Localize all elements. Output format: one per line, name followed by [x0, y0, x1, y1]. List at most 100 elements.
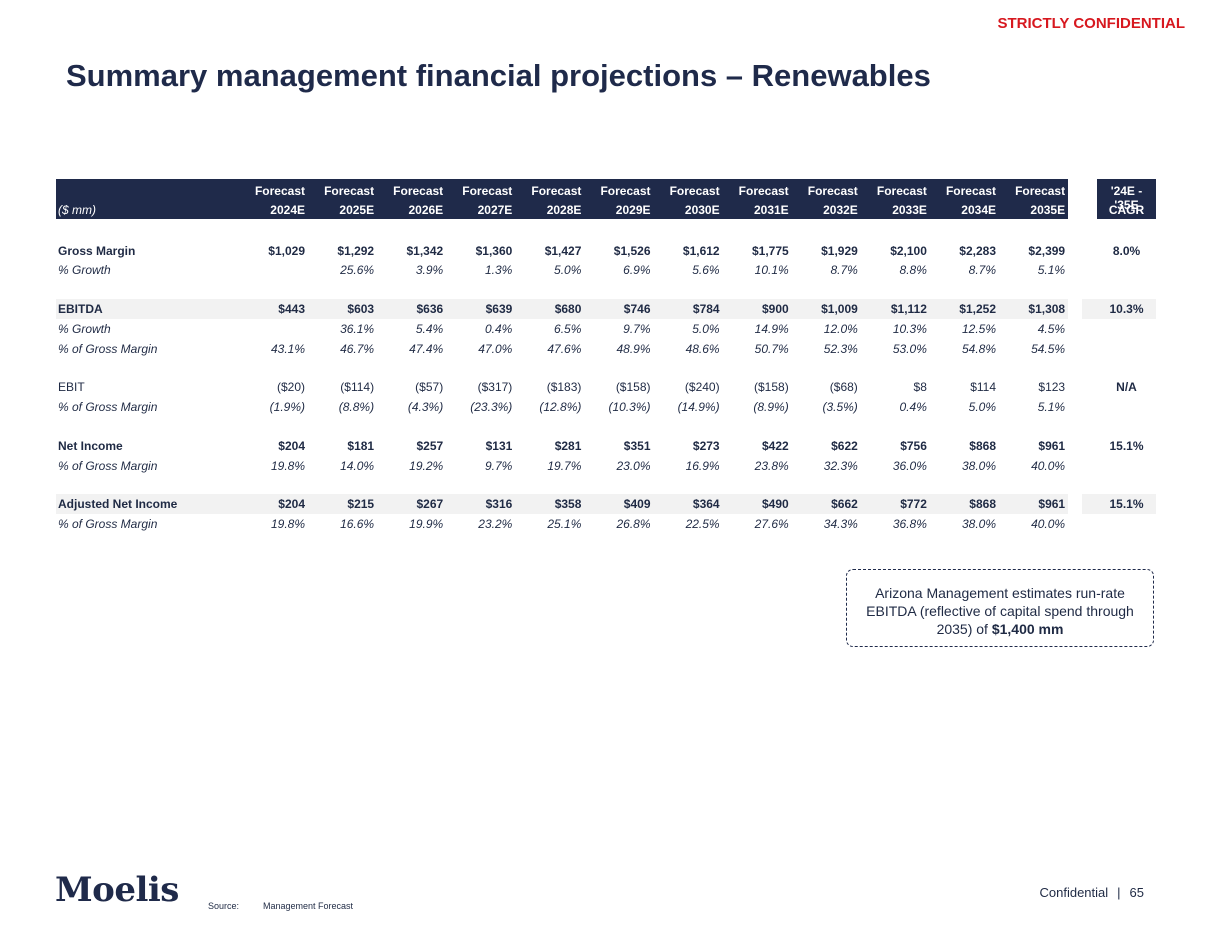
table-cell: 19.8%	[270, 459, 305, 473]
table-cell: $1,360	[475, 244, 513, 258]
row-label: Net Income	[58, 439, 123, 453]
column-header-forecast: Forecast	[738, 184, 789, 198]
table-row: % of Gross Margin 43.1% 46.7% 47.4% 47.0% 47.…	[56, 339, 1156, 359]
footer-separator: |	[1117, 885, 1121, 900]
source-label: Source:	[208, 901, 240, 911]
table-row: % of Gross Margin (1.9%) (8.8%) (4.3%) (23.3…	[56, 397, 1156, 417]
column-header-year: 2028E	[546, 203, 582, 217]
table-cell: $1,342	[406, 244, 444, 258]
row-label: % of Gross Margin	[58, 342, 158, 356]
table-cell: $1,112	[890, 302, 927, 316]
row-label: % of Gross Margin	[58, 459, 158, 473]
column-header-forecast: Forecast	[1015, 184, 1066, 198]
source-text: Management Forecast	[263, 901, 354, 911]
table-cell: ($317)	[477, 380, 513, 394]
table-cell: $900	[761, 302, 789, 316]
table-cell: ($183)	[546, 380, 582, 394]
table-cell: $784	[692, 302, 720, 316]
table-row: EBITDA $443 $603 $636 $639 $680 $746 $784 $900 $1…	[56, 299, 1156, 319]
table-cell: (23.3%)	[470, 400, 513, 414]
table-cell: (14.9%)	[677, 400, 720, 414]
column-header-year: 2030E	[684, 203, 720, 217]
table-cell: $1,252	[959, 302, 996, 316]
table-cell: (3.5%)	[822, 400, 858, 414]
table-cell: $114	[970, 380, 996, 394]
column-header-year: 2024E	[270, 203, 305, 217]
column-header-forecast: Forecast	[254, 184, 305, 198]
table-cell: 38.0%	[961, 517, 996, 531]
page-number: 65	[1129, 885, 1144, 900]
table-cell: 5.0%	[554, 263, 582, 277]
table-cell: 8.7%	[830, 263, 858, 277]
table-cell: 32.3%	[823, 459, 858, 473]
column-header-forecast: Forecast	[669, 184, 720, 198]
column-header-year: 2035E	[1030, 203, 1066, 217]
column-header-forecast: Forecast	[807, 184, 858, 198]
row-label: EBITDA	[58, 302, 103, 316]
column-header-year: 2029E	[615, 203, 651, 217]
table-cell: 40.0%	[1031, 459, 1066, 473]
column-header-year: 2025E	[339, 203, 375, 217]
table-cell: 50.7%	[754, 342, 789, 356]
table-cell: 34.3%	[823, 517, 858, 531]
table-cell: 54.5%	[1031, 342, 1066, 356]
column-header-forecast: Forecast	[945, 184, 996, 198]
table-row: EBIT ($20) ($114) ($57) ($317) ($183) ($158) ($…	[56, 377, 1156, 397]
table-cell: 36.1%	[340, 322, 375, 336]
table-row: Adjusted Net Income $204 $215 $267 $316 $358 $…	[56, 494, 1156, 514]
column-header-forecast: Forecast	[324, 184, 375, 198]
table-cell: 3.9%	[415, 263, 444, 277]
table-cell: 1.3%	[484, 263, 513, 277]
confidentiality-banner: STRICTLY CONFIDENTIAL	[997, 15, 1185, 32]
row-label: % of Gross Margin	[58, 517, 158, 531]
table-row: % Growth 25.6% 3.9% 1.3% 5.0% 6.9% 5.6% 10.1% 8.…	[56, 260, 1156, 280]
table-cell: 43.1%	[270, 342, 305, 356]
table-cell: $181	[347, 439, 375, 453]
table-cell: $358	[554, 497, 582, 511]
table-cell: $1,292	[337, 244, 375, 258]
table-cell: 53.0%	[892, 342, 927, 356]
table-cell: 8.7%	[968, 263, 996, 277]
cagr-header-label: CAGR	[1108, 203, 1145, 217]
table-cell: $215	[347, 497, 375, 511]
table-cell: 12.0%	[823, 322, 858, 336]
table-cell: 46.7%	[340, 342, 375, 356]
table-cell: $204	[278, 497, 305, 511]
ebitda-callout-box: Arizona Management estimates run-rate EB…	[846, 569, 1154, 647]
table-cell: 52.3%	[823, 342, 858, 356]
table-cell: $868	[969, 497, 996, 511]
table-cell: 4.5%	[1037, 322, 1066, 336]
row-label: % Growth	[58, 263, 111, 277]
table-cell: (10.3%)	[608, 400, 651, 414]
table-cell: 23.0%	[616, 459, 651, 473]
table-cell: $364	[692, 497, 720, 511]
table-cell: $1,612	[682, 244, 720, 258]
table-cell: $1,308	[1028, 302, 1066, 316]
table-cell: $662	[831, 497, 858, 511]
table-cell: $603	[347, 302, 375, 316]
footer-confidential: Confidential	[1039, 885, 1109, 900]
cagr-cell: 15.1%	[1109, 439, 1144, 453]
table-header-band	[56, 179, 1068, 219]
table-cell: 23.2%	[478, 517, 513, 531]
table-cell: 9.7%	[623, 322, 651, 336]
table-cell: 6.9%	[623, 263, 651, 277]
table-cell: $2,100	[890, 244, 927, 258]
table-cell: (8.8%)	[338, 400, 375, 414]
table-cell: 14.0%	[340, 459, 375, 473]
table-cell: $961	[1038, 439, 1066, 453]
table-row: Gross Margin $1,029 $1,292 $1,342 $1,360 $1,4…	[56, 241, 1156, 261]
table-row: % Growth 36.1% 5.4% 0.4% 6.5% 9.7% 5.0% 14.9% 12…	[56, 319, 1156, 339]
table-cell: $622	[831, 439, 858, 453]
column-header-year: 2032E	[823, 203, 858, 217]
table-cell: 19.7%	[547, 459, 582, 473]
cagr-cell: 15.1%	[1109, 497, 1144, 511]
column-header-forecast: Forecast	[393, 184, 444, 198]
cagr-cell: 8.0%	[1112, 244, 1141, 258]
table-cell: 16.6%	[340, 517, 375, 531]
table-cell: 10.3%	[892, 322, 927, 336]
table-cell: $123	[1038, 380, 1066, 394]
table-cell: $8	[913, 380, 927, 394]
cagr-cell: 10.3%	[1109, 302, 1144, 316]
table-cell: 16.9%	[685, 459, 720, 473]
